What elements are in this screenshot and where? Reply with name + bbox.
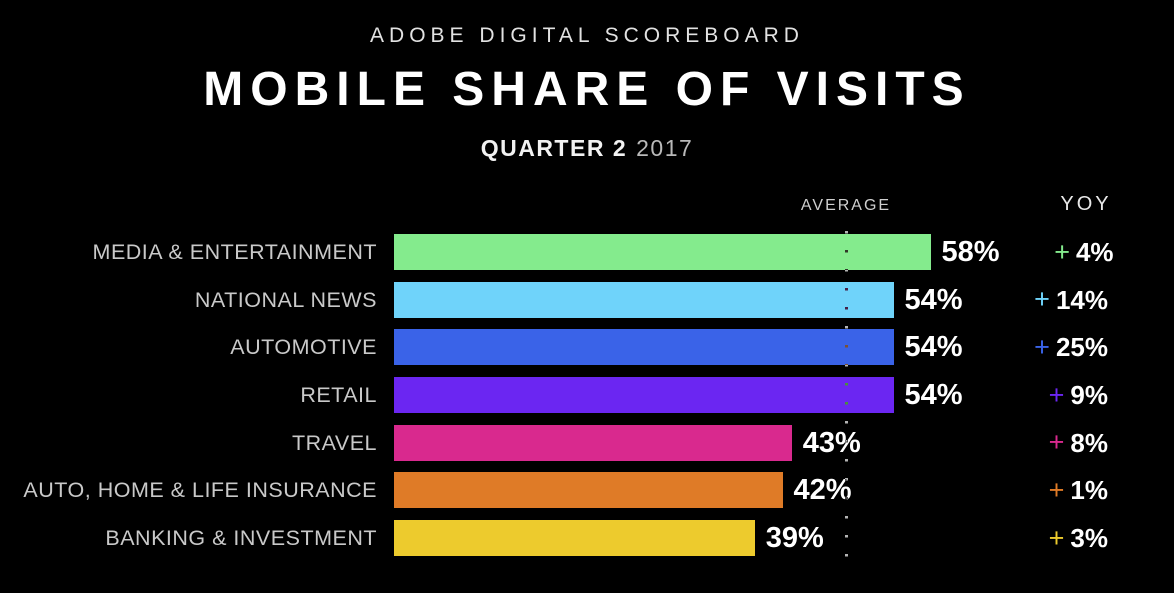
subtitle: QUARTER 2 2017 [0, 137, 1174, 160]
yoy-number: 14% [1055, 284, 1108, 315]
bar-value-label: 54% [904, 379, 963, 412]
plus-icon: + [1048, 522, 1065, 553]
bar [394, 520, 755, 557]
yoy-number: 3% [1070, 523, 1108, 554]
bar [394, 281, 894, 318]
yoy-value: +9% [994, 377, 1174, 413]
category-label: MEDIA & ENTERTAINMENT [92, 240, 377, 264]
bar-cell: 58% [394, 234, 1000, 270]
yoy-value: +25% [994, 329, 1174, 365]
bar-cell: 39% [394, 520, 994, 557]
yoy-number: 9% [1070, 380, 1108, 411]
chart-row: AUTOMOTIVE 54% +25% [0, 329, 1174, 377]
category-label: AUTO, HOME & LIFE INSURANCE [23, 478, 377, 503]
category-label: TRAVEL [291, 430, 377, 455]
bar-cell: 43% [394, 424, 994, 461]
plus-icon: + [1048, 474, 1065, 505]
category-label: AUTOMOTIVE [230, 335, 377, 360]
bar-value-label: 54% [904, 283, 963, 316]
yoy-number: 4% [1075, 237, 1114, 267]
chart-row: BANKING & INVESTMENT 39% +3% [0, 520, 1174, 568]
bar-value-label: 58% [941, 236, 1000, 268]
subtitle-year: 2017 [636, 135, 694, 161]
plus-icon: + [1054, 236, 1070, 267]
plus-icon: + [1048, 379, 1065, 410]
plus-icon: + [1034, 284, 1050, 315]
bar-cell: 54% [394, 281, 994, 318]
chart-row: AUTO, HOME & LIFE INSURANCE 42% +1% [0, 472, 1174, 520]
bar [394, 472, 783, 509]
bar-cell: 42% [394, 472, 994, 509]
yoy-number: 1% [1070, 475, 1108, 506]
chart-rows: MEDIA & ENTERTAINMENT 58% +4% NATIONAL NEWS… [0, 234, 1174, 568]
plus-icon: + [1048, 427, 1065, 458]
yoy-number: 8% [1070, 427, 1108, 458]
bar [394, 377, 894, 414]
bar-value-label: 39% [765, 522, 824, 555]
chart-row: MEDIA & ENTERTAINMENT 58% +4% [0, 234, 1174, 282]
bar-value-label: 54% [904, 331, 963, 364]
chart-row: TRAVEL 43% +8% [0, 424, 1174, 473]
category-label: RETAIL [300, 383, 377, 408]
chart-row: RETAIL 54% +9% [0, 377, 1174, 425]
yoy-value: +14% [994, 282, 1174, 318]
plus-icon: + [1034, 331, 1050, 362]
eyebrow-title: ADOBE DIGITAL SCOREBOARD [370, 24, 804, 47]
bar [394, 234, 931, 270]
yoy-column-header: YOY [1060, 193, 1112, 215]
yoy-value: +1% [994, 472, 1174, 508]
subtitle-quarter: QUARTER 2 [480, 135, 628, 161]
bar-cell: 54% [394, 329, 994, 366]
yoy-value: +4% [1000, 234, 1174, 270]
chart-row: NATIONAL NEWS 54% +14% [0, 281, 1174, 330]
bar-value-label: 42% [793, 474, 852, 507]
category-label: BANKING & INVESTMENT [105, 526, 377, 551]
page-title: MOBILE SHARE OF VISITS [203, 63, 971, 116]
bar-cell: 54% [394, 377, 994, 414]
yoy-number: 25% [1055, 332, 1108, 363]
bar [394, 424, 792, 461]
bar [394, 329, 894, 366]
category-label: NATIONAL NEWS [194, 287, 377, 312]
yoy-value: +3% [994, 520, 1174, 556]
bar-value-label: 43% [802, 426, 861, 459]
yoy-value: +8% [994, 425, 1174, 461]
average-column-header: AVERAGE [800, 197, 892, 214]
